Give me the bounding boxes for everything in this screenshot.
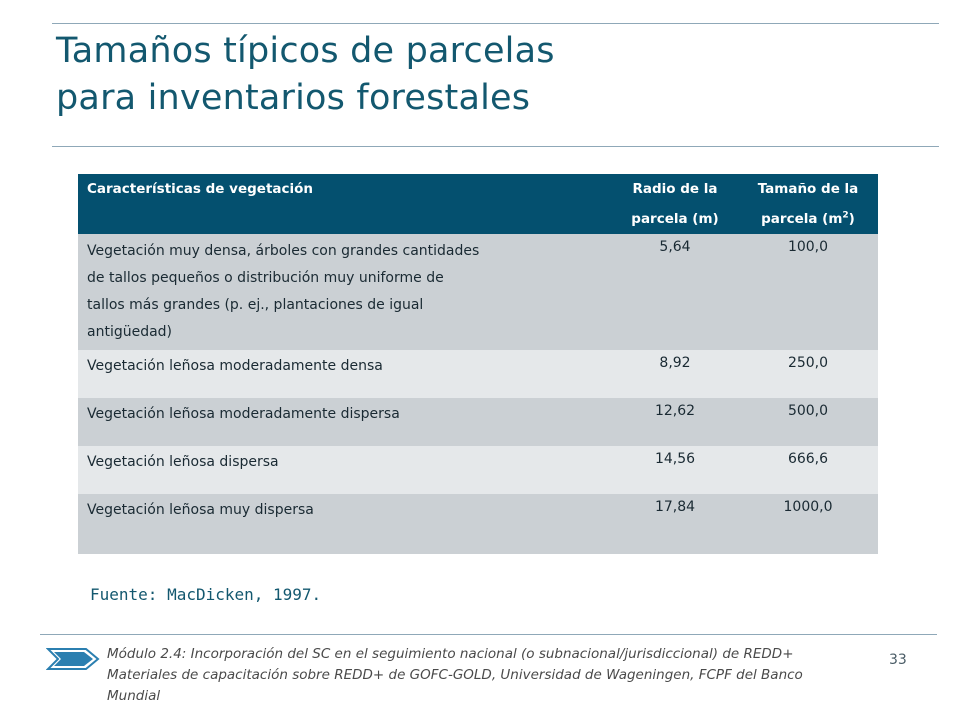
page-title: Tamaños típicos de parcelas para inventa… [56, 28, 555, 122]
table-row: Vegetación leñosa moderadamente densa 8,… [78, 350, 878, 398]
header-vegetation: Características de vegetación [78, 174, 612, 234]
row-description: Vegetación muy densa, árboles con grande… [78, 234, 612, 350]
source-citation: Fuente: MacDicken, 1997. [90, 585, 322, 604]
row-radius: 14,56 [612, 446, 738, 494]
table-header-row: Características de vegetación Radio de l… [78, 174, 878, 234]
plot-size-table: Características de vegetación Radio de l… [78, 174, 878, 554]
double-chevron-arrow-icon [46, 648, 100, 670]
footer-divider [40, 634, 937, 635]
row-size: 250,0 [738, 350, 878, 398]
header-radius: Radio de la parcela (m) [612, 174, 738, 234]
row-description: Vegetación leñosa moderadamente densa [78, 350, 612, 398]
row-size: 500,0 [738, 398, 878, 446]
footer-line-3: Mundial [107, 688, 161, 704]
footer-line-2: Materiales de capacitación sobre REDD+ d… [107, 667, 803, 683]
table-row: Vegetación leñosa dispersa 14,56 666,6 [78, 446, 878, 494]
row-size: 666,6 [738, 446, 878, 494]
title-line-1: Tamaños típicos de parcelas [56, 31, 555, 71]
row-description: Vegetación leñosa dispersa [78, 446, 612, 494]
row-radius: 12,62 [612, 398, 738, 446]
table-row: Vegetación muy densa, árboles con grande… [78, 234, 878, 350]
row-radius: 8,92 [612, 350, 738, 398]
top-divider [52, 23, 939, 24]
table-row: Vegetación leñosa moderadamente dispersa… [78, 398, 878, 446]
footer-caption: Módulo 2.4: Incorporación del SC en el s… [107, 644, 887, 707]
row-size: 100,0 [738, 234, 878, 350]
title-line-2: para inventarios forestales [56, 78, 531, 118]
row-radius: 5,64 [612, 234, 738, 350]
title-divider [52, 146, 939, 147]
row-description: Vegetación leñosa moderadamente dispersa [78, 398, 612, 446]
footer-line-1: Módulo 2.4: Incorporación del SC en el s… [107, 646, 794, 662]
row-radius: 17,84 [612, 494, 738, 554]
header-size: Tamaño de la parcela (m2) [738, 174, 878, 234]
page-number: 33 [889, 652, 907, 668]
row-size: 1000,0 [738, 494, 878, 554]
table-row: Vegetación leñosa muy dispersa 17,84 100… [78, 494, 878, 554]
row-description: Vegetación leñosa muy dispersa [78, 494, 612, 554]
